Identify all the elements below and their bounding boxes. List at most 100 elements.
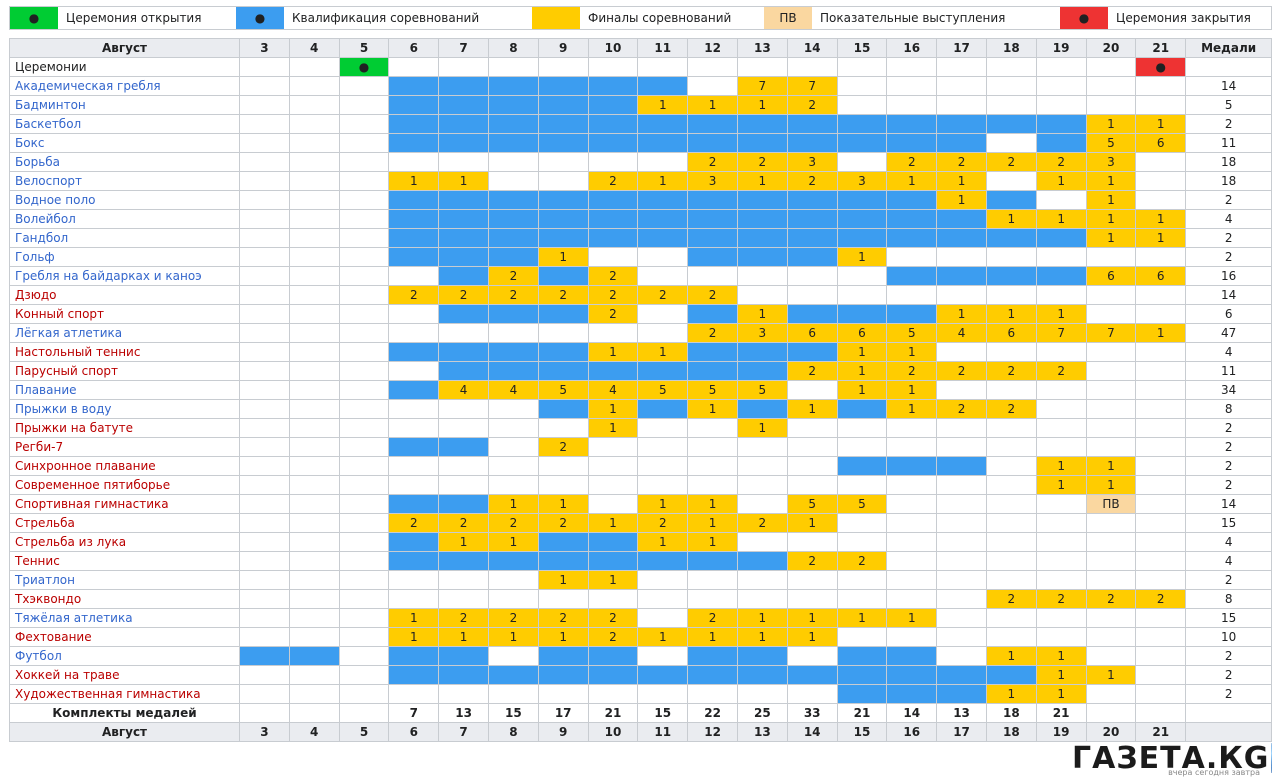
schedule-cell <box>587 532 639 552</box>
day-header: 3 <box>239 38 290 58</box>
schedule-cell: 2 <box>985 361 1037 381</box>
sport-name[interactable]: Гандбол <box>9 228 240 248</box>
sport-name[interactable]: Парусный спорт <box>9 361 240 381</box>
day-footer: 18 <box>985 722 1037 742</box>
sport-name[interactable]: Бадминтон <box>9 95 240 115</box>
sport-name[interactable]: Академическая гребля <box>9 76 240 96</box>
day-footer: 5 <box>338 722 390 742</box>
schedule-cell <box>438 76 489 96</box>
schedule-cell <box>438 342 489 362</box>
sport-name[interactable]: Велоспорт <box>9 171 240 191</box>
schedule-cell <box>438 551 489 571</box>
schedule-cell: 1 <box>985 684 1037 704</box>
schedule-cell <box>687 437 738 457</box>
sport-name[interactable]: Баскетбол <box>9 114 240 134</box>
sport-name[interactable]: Теннис <box>9 551 240 571</box>
day-footer: 21 <box>1135 722 1187 742</box>
schedule-cell <box>836 95 888 115</box>
schedule-cell <box>1085 399 1137 419</box>
schedule-cell: 1 <box>687 494 738 514</box>
schedule-cell <box>438 228 489 248</box>
sport-name[interactable]: Прыжки на батуте <box>9 418 240 438</box>
sport-name[interactable]: Конный спорт <box>9 304 240 324</box>
schedule-cell: 2 <box>985 152 1037 172</box>
schedule-cell: 2 <box>587 171 639 191</box>
schedule-cell <box>487 570 539 590</box>
sport-name[interactable]: Тяжёлая атлетика <box>9 608 240 628</box>
schedule-cell <box>836 114 888 134</box>
schedule-cell <box>786 228 838 248</box>
schedule-cell: 6 <box>1135 266 1187 286</box>
schedule-cell <box>1035 95 1087 115</box>
sport-name[interactable]: Спортивная гимнастика <box>9 494 240 514</box>
day-footer: 10 <box>587 722 639 742</box>
schedule-cell <box>239 570 290 590</box>
sport-name[interactable]: Плавание <box>9 380 240 400</box>
schedule-cell <box>438 665 489 685</box>
sport-name[interactable]: Современное пятиборье <box>9 475 240 495</box>
sport-name[interactable]: Триатлон <box>9 570 240 590</box>
sport-name[interactable]: Тхэквондо <box>9 589 240 609</box>
schedule-cell <box>1085 57 1137 77</box>
sport-name[interactable]: Настольный теннис <box>9 342 240 362</box>
sport-name[interactable]: Прыжки в воду <box>9 399 240 419</box>
schedule-cell <box>936 133 987 153</box>
schedule-cell <box>438 190 489 210</box>
schedule-cell: 2 <box>1035 361 1087 381</box>
sport-name[interactable]: Бокс <box>9 133 240 153</box>
table-row: Футбол 1 1 2 <box>9 646 1273 666</box>
schedule-cell <box>1135 570 1187 590</box>
schedule-cell <box>936 551 987 571</box>
schedule-cell <box>886 114 938 134</box>
schedule-cell: 6 <box>836 323 888 343</box>
sport-name[interactable]: Гребля на байдарках и каноэ <box>9 266 240 286</box>
day-header: 18 <box>985 38 1037 58</box>
schedule-cell <box>587 646 639 666</box>
schedule-cell: 2 <box>537 437 589 457</box>
schedule-cell <box>637 589 689 609</box>
sport-name[interactable]: Футбол <box>9 646 240 666</box>
schedule-cell <box>786 304 838 324</box>
legend-label: Показательные выступления <box>820 11 1006 25</box>
schedule-cell <box>985 513 1037 533</box>
sport-name[interactable]: Гольф <box>9 247 240 267</box>
sport-name[interactable]: Регби-7 <box>9 437 240 457</box>
schedule-cell <box>985 266 1037 286</box>
schedule-cell <box>736 247 788 267</box>
sport-name[interactable]: Стрельба из лука <box>9 532 240 552</box>
schedule-cell <box>1135 437 1187 457</box>
sport-name[interactable]: Лёгкая атлетика <box>9 323 240 343</box>
sport-name[interactable]: Борьба <box>9 152 240 172</box>
schedule-cell: 1 <box>587 418 639 438</box>
schedule-cell <box>936 342 987 362</box>
medal-sets-cell: 22 <box>687 703 738 723</box>
schedule-cell <box>687 266 738 286</box>
schedule-cell <box>1135 475 1187 495</box>
schedule-cell <box>338 323 390 343</box>
schedule-cell <box>288 570 340 590</box>
schedule-cell <box>1135 608 1187 628</box>
schedule-cell: 2 <box>537 285 589 305</box>
schedule-cell: 1 <box>985 646 1037 666</box>
sport-name[interactable]: Дзюдо <box>9 285 240 305</box>
sport-name[interactable]: Стрельба <box>9 513 240 533</box>
schedule-cell <box>239 399 290 419</box>
schedule-cell <box>388 646 440 666</box>
sport-name[interactable]: Волейбол <box>9 209 240 229</box>
schedule-cell <box>487 133 539 153</box>
schedule-cell <box>239 684 290 704</box>
schedule-cell <box>736 494 788 514</box>
schedule-cell: 1 <box>1135 114 1187 134</box>
sport-name[interactable]: Художественная гимнастика <box>9 684 240 704</box>
schedule-cell <box>487 646 539 666</box>
sport-name[interactable]: Фехтование <box>9 627 240 647</box>
schedule-cell <box>1135 380 1187 400</box>
sport-name[interactable]: Синхронное плавание <box>9 456 240 476</box>
sport-name[interactable]: Водное поло <box>9 190 240 210</box>
schedule-cell <box>886 456 938 476</box>
schedule-cell <box>637 665 689 685</box>
schedule-cell <box>786 437 838 457</box>
schedule-cell: 1 <box>687 627 738 647</box>
schedule-cell <box>288 399 340 419</box>
sport-name[interactable]: Хоккей на траве <box>9 665 240 685</box>
